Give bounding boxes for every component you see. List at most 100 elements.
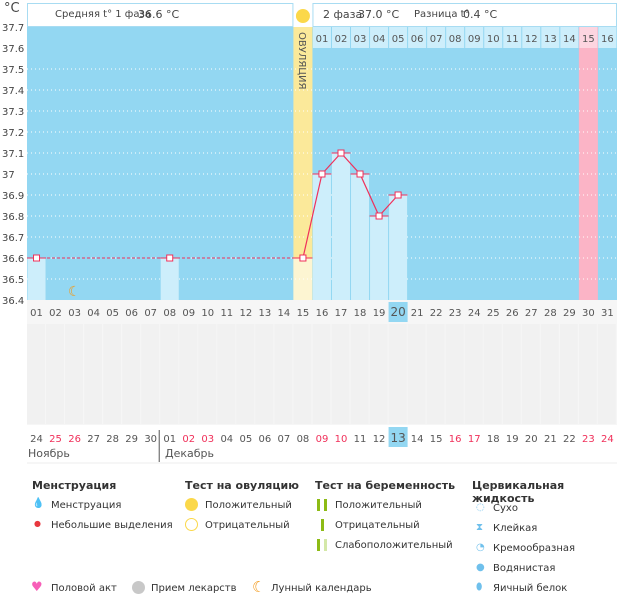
test-negative-icon: [321, 519, 324, 531]
luteal-day-cell: [351, 27, 370, 48]
luteal-day-cell: [427, 27, 446, 48]
y-tick-label: 37.4: [2, 86, 24, 97]
test-weak-icon: [317, 539, 327, 551]
temperature-point: [337, 149, 345, 157]
luteal-day-cell: [522, 27, 541, 48]
bbt-chart: 01 02 03 04 05 06 07 08 09 10 11 12 13 14 15 16 37.7 37.6…: [2, 3, 617, 464]
notes-cell: [198, 324, 217, 424]
moon-icon: ☾: [68, 284, 81, 300]
y-tick-label: 37.6: [2, 44, 24, 55]
temperature-bar: [312, 174, 331, 300]
cycle-day-label: 19: [373, 308, 386, 319]
luteal-day-cell: [446, 27, 465, 48]
cycle-day-label: 09: [182, 308, 195, 319]
notes-cell: [312, 324, 331, 424]
legend-item: Прием лекарств: [151, 583, 237, 594]
notes-cell: [388, 324, 407, 424]
date-label: 09: [316, 434, 329, 445]
legend-item: Слабоположительный: [335, 540, 453, 551]
date-label: 05: [239, 434, 252, 445]
y-tick-label: 36.5: [2, 275, 24, 286]
date-label: 20: [525, 434, 538, 445]
legend-item: Отрицательный: [205, 520, 290, 531]
temperature-bar: [160, 258, 179, 300]
y-tick-label: 36.8: [2, 212, 24, 223]
legend-ovulation-title: Тест на овуляцию: [185, 479, 299, 492]
date-label: 24: [30, 434, 43, 445]
y-tick-label: 36.7: [2, 233, 24, 244]
notes-cell: [65, 324, 84, 424]
notes-cell: [179, 324, 198, 424]
diff-label: Разница t°: [414, 9, 470, 20]
sticky-icon: ⧗: [476, 522, 484, 533]
date-label: 25: [49, 434, 62, 445]
notes-cell: [160, 324, 179, 424]
date-label: 01: [163, 434, 176, 445]
test-positive-icon: [317, 499, 327, 511]
sun-outline-icon: [185, 518, 198, 531]
cycle-day-label: 11: [220, 308, 233, 319]
notes-cell: [122, 324, 141, 424]
notes-cell: [559, 324, 578, 424]
y-tick-label: 36.6: [2, 254, 24, 265]
luteal-day-cell: [312, 27, 331, 48]
legend-item: Половой акт: [51, 583, 117, 594]
notes-cell: [426, 324, 445, 424]
legend-menstruation-title: Менструация: [32, 479, 117, 492]
legend-item: Водянистая: [493, 563, 556, 574]
cycle-day-label: 27: [525, 308, 538, 319]
luteal-day-cell: [579, 27, 598, 48]
date-label: 11: [354, 434, 367, 445]
ovulation-label: ОВУЛЯЦИЯ: [296, 32, 307, 90]
notes-cell: [502, 324, 521, 424]
luteal-day-label: 11: [506, 34, 519, 45]
sun-filled-icon: [185, 498, 198, 511]
cycle-day-label: 01: [30, 308, 43, 319]
date-label: 16: [449, 434, 462, 445]
cycle-day-label: 13: [259, 308, 272, 319]
temperature-point: [33, 254, 41, 262]
date-label: 27: [87, 434, 100, 445]
cycle-day-label: 16: [316, 308, 329, 319]
cycle-day-label: 23: [449, 308, 462, 319]
unit-label: °C: [4, 1, 20, 16]
legend-cervical-title: Цервикальная жидкость: [472, 479, 565, 505]
legend-item: Менструация: [51, 500, 122, 511]
date-label: 22: [563, 434, 576, 445]
temperature-point: [318, 170, 326, 178]
luteal-day-label: 08: [449, 34, 462, 45]
date-label: 04: [220, 434, 233, 445]
notes-cell: [103, 324, 122, 424]
date-label: 21: [544, 434, 557, 445]
legend-item: Яичный белок: [493, 583, 568, 594]
legend-item: Кремообразная: [493, 543, 576, 554]
notes-cell: [464, 324, 483, 424]
luteal-day-label: 09: [468, 34, 481, 45]
egg-white-icon: ⬮: [476, 582, 483, 593]
luteal-day-label: 10: [487, 34, 500, 45]
cycle-day-label: 06: [125, 308, 138, 319]
date-label: 15: [430, 434, 443, 445]
date-label: 10: [335, 434, 348, 445]
cycle-day-label: 15: [297, 308, 310, 319]
temperature-bar: [370, 216, 389, 300]
temperature-bar: [331, 153, 351, 300]
cycle-day-label: 02: [49, 308, 62, 319]
cycle-day-label: 05: [106, 308, 119, 319]
today-date-highlight: [388, 427, 408, 447]
temperature-bar: [389, 195, 408, 300]
cycle-day-label: 08: [163, 308, 176, 319]
date-label: 06: [259, 434, 272, 445]
creamy-icon: ◔: [476, 542, 485, 553]
temperature-point: [299, 254, 307, 262]
phase1-label: Средняя t° 1 фаза: [55, 9, 151, 20]
temperature-point: [375, 212, 383, 220]
cycle-day-label: 03: [68, 308, 81, 319]
date-label: 12: [373, 434, 386, 445]
luteal-day-cell: [331, 27, 351, 48]
cycle-day-label: 31: [601, 308, 614, 319]
temperature-point: [166, 254, 174, 262]
luteal-day-cell: [465, 27, 484, 48]
notes-cell: [27, 324, 46, 424]
date-label: 23: [582, 434, 595, 445]
